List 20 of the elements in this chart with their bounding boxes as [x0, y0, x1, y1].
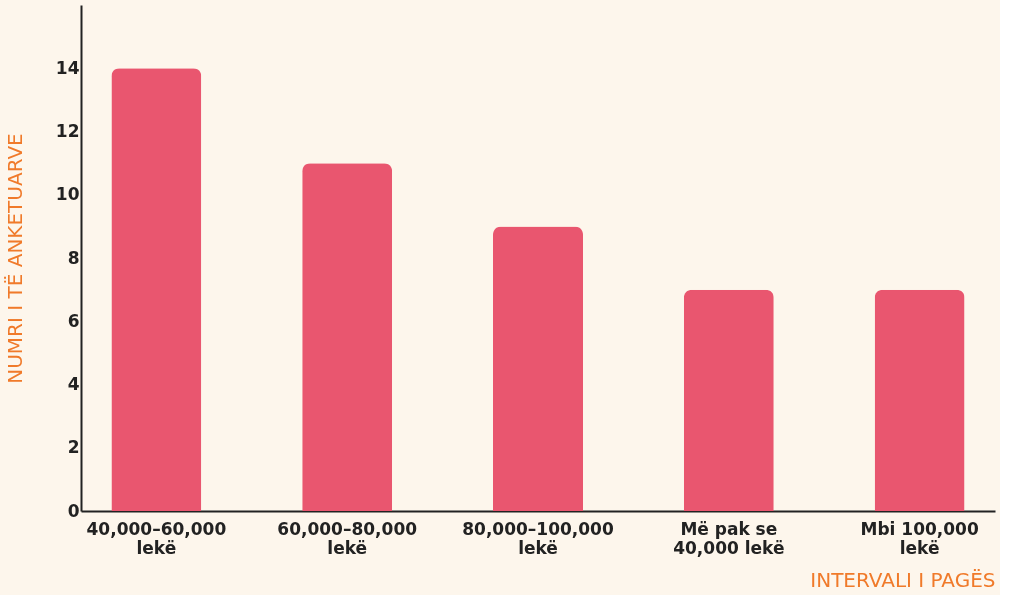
bar [302, 163, 393, 511]
y-tick-label: 0 [67, 500, 80, 521]
y-tick-label: 14 [55, 57, 80, 78]
y-tick-label: 6 [67, 310, 80, 331]
y-axis-title: NUMRI I TË ANKETUARVE [2, 133, 27, 384]
x-tick-label: 40,000–60,000 lekë [86, 518, 227, 558]
bar [493, 226, 583, 511]
x-axis-title: INTERVALI I PAGËS [810, 567, 996, 592]
x-tick-label: 80,000–100,000 lekë [462, 518, 614, 558]
y-tick-label: 10 [55, 184, 80, 205]
bar [111, 68, 202, 511]
bar [874, 289, 965, 511]
x-tick-label: 60,000–80,000 lekë [277, 518, 418, 558]
y-tick-label: 8 [67, 247, 80, 268]
y-tick-label: 2 [67, 437, 80, 458]
x-tick-label: Mbi 100,000 lekë [860, 518, 979, 558]
y-tick-label: 4 [67, 374, 80, 394]
y-tick-label: 12 [55, 121, 80, 141]
bar [683, 289, 774, 511]
x-tick-label: Më pak se 40,000 lekë [673, 518, 785, 558]
